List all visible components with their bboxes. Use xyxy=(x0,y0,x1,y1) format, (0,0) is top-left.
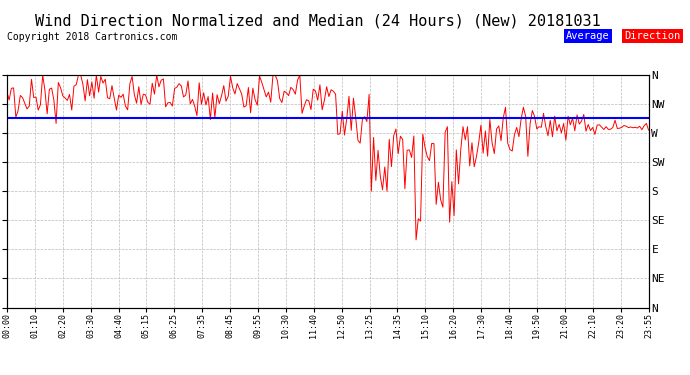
Text: Copyright 2018 Cartronics.com: Copyright 2018 Cartronics.com xyxy=(7,32,177,42)
Text: Wind Direction Normalized and Median (24 Hours) (New) 20181031: Wind Direction Normalized and Median (24… xyxy=(34,13,600,28)
Text: Direction: Direction xyxy=(624,31,681,41)
Text: Average: Average xyxy=(566,31,609,41)
